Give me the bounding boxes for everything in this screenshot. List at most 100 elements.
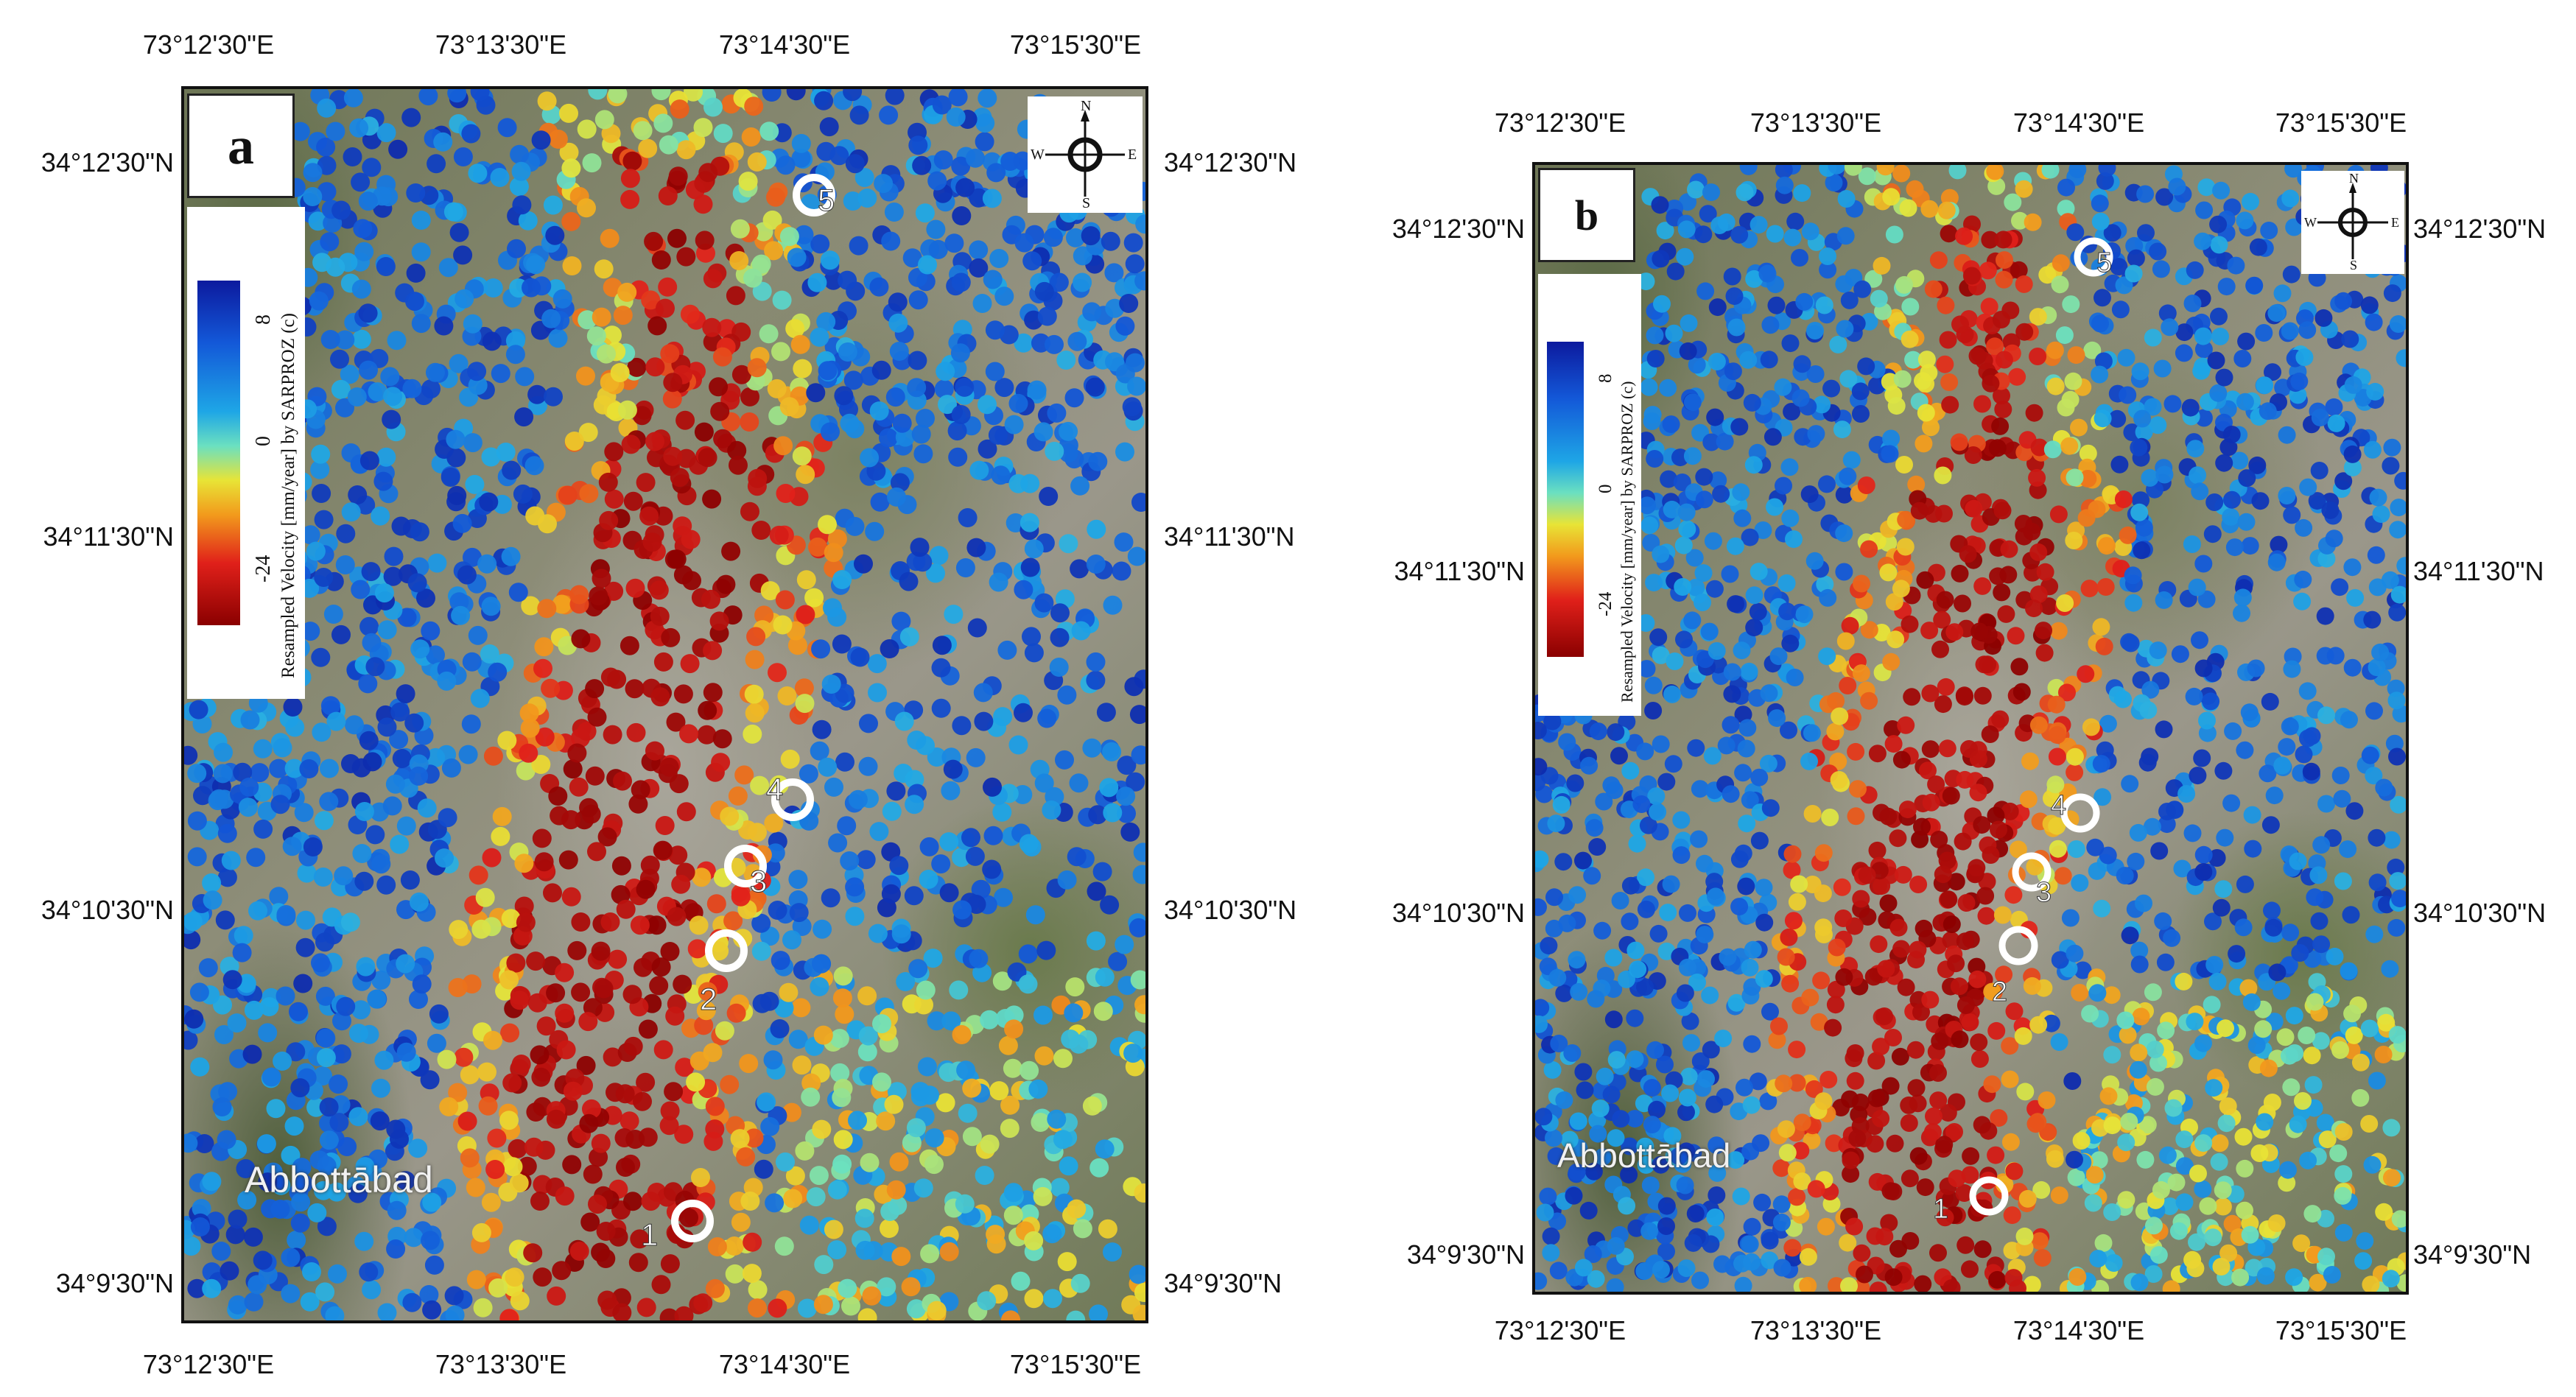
velocity-point	[1993, 583, 2011, 602]
velocity-point	[236, 1159, 256, 1178]
velocity-point	[455, 289, 474, 309]
velocity-point	[1841, 616, 1859, 635]
velocity-point	[2299, 1151, 2317, 1169]
velocity-point	[901, 1277, 921, 1297]
velocity-point	[1969, 784, 1987, 802]
velocity-point	[427, 1033, 446, 1053]
velocity-point	[713, 124, 733, 144]
velocity-point	[2036, 563, 2054, 581]
velocity-point	[2049, 622, 2068, 640]
velocity-point	[2318, 1130, 2337, 1149]
velocity-point	[991, 465, 1011, 485]
velocity-point	[1892, 165, 1911, 183]
velocity-point	[335, 330, 355, 350]
velocity-point	[1602, 1085, 1621, 1104]
velocity-point	[1818, 647, 1836, 666]
velocity-point	[466, 1270, 486, 1289]
velocity-point	[806, 1187, 826, 1207]
survey-site-marker[interactable]	[2074, 237, 2113, 277]
velocity-point	[1034, 773, 1054, 793]
velocity-point	[710, 401, 730, 421]
survey-site-marker[interactable]	[724, 845, 767, 887]
survey-site-marker[interactable]	[2060, 793, 2100, 833]
velocity-point	[1941, 395, 1959, 414]
velocity-point	[248, 901, 267, 921]
velocity-point	[225, 1225, 245, 1245]
velocity-point	[2048, 817, 2066, 835]
velocity-point	[740, 502, 759, 521]
velocity-point	[2368, 1071, 2386, 1090]
velocity-point	[1993, 387, 2010, 405]
velocity-point	[615, 1084, 635, 1104]
velocity-point	[1695, 468, 1713, 486]
velocity-point	[2071, 874, 2089, 892]
velocity-point	[2010, 261, 2028, 279]
velocity-point	[2133, 541, 2151, 560]
velocity-point	[741, 127, 761, 147]
velocity-point	[352, 844, 372, 863]
velocity-point	[1840, 291, 1859, 309]
velocity-point	[1990, 820, 2007, 839]
survey-site-marker[interactable]	[1969, 1176, 2009, 1216]
survey-site-marker[interactable]	[705, 929, 748, 972]
velocity-point	[1125, 254, 1145, 274]
velocity-point	[939, 1242, 959, 1261]
velocity-point	[2390, 499, 2406, 517]
velocity-point	[1968, 347, 1987, 365]
velocity-point	[1973, 816, 1991, 834]
velocity-point	[1696, 282, 1715, 300]
velocity-point	[706, 894, 726, 914]
velocity-point	[1915, 434, 1933, 453]
velocity-point	[1535, 1272, 1548, 1290]
velocity-point	[1626, 941, 1645, 960]
place-name: Abbottābad	[1557, 1136, 1731, 1175]
velocity-point	[1940, 890, 1958, 909]
velocity-point	[1814, 884, 1832, 903]
velocity-point	[2058, 683, 2076, 702]
velocity-point	[868, 683, 887, 703]
velocity-point	[1047, 403, 1067, 423]
survey-site-label: 1	[1933, 1194, 1948, 1225]
velocity-point	[2270, 535, 2288, 554]
velocity-point	[293, 1174, 313, 1194]
survey-site-marker[interactable]	[671, 1200, 714, 1242]
velocity-point	[1652, 1261, 1670, 1279]
velocity-point	[833, 966, 853, 986]
velocity-point	[728, 786, 748, 806]
velocity-point	[588, 89, 608, 100]
survey-site-marker[interactable]	[771, 778, 814, 821]
velocity-point	[2114, 490, 2133, 508]
velocity-point	[2124, 594, 2143, 612]
velocity-point	[313, 1066, 332, 1086]
velocity-point	[910, 538, 930, 557]
velocity-point	[978, 439, 997, 459]
velocity-point	[2222, 507, 2240, 526]
velocity-point	[1876, 165, 1895, 176]
velocity-point	[2291, 944, 2309, 962]
velocity-point	[1956, 932, 1974, 951]
velocity-point	[998, 1035, 1018, 1055]
velocity-point	[1853, 1244, 1871, 1262]
velocity-point	[712, 347, 732, 367]
survey-site-marker[interactable]	[2012, 852, 2052, 892]
velocity-point	[220, 1261, 239, 1281]
velocity-point	[514, 407, 534, 427]
velocity-point	[1558, 914, 1576, 932]
survey-site-marker[interactable]	[1998, 926, 2038, 965]
velocity-point	[1664, 755, 1682, 773]
velocity-point	[1955, 1184, 1973, 1202]
velocity-point	[2189, 1164, 2207, 1183]
velocity-point	[2210, 307, 2228, 326]
velocity-point	[1676, 1176, 1694, 1194]
velocity-point	[1744, 940, 1762, 959]
velocity-point	[2067, 346, 2085, 365]
velocity-point	[1656, 222, 1674, 240]
survey-site-marker[interactable]	[793, 174, 835, 217]
velocity-point	[513, 484, 533, 504]
velocity-point	[488, 1278, 508, 1298]
velocity-point	[1867, 1089, 1886, 1108]
velocity-point	[232, 943, 252, 963]
velocity-point	[594, 979, 614, 999]
